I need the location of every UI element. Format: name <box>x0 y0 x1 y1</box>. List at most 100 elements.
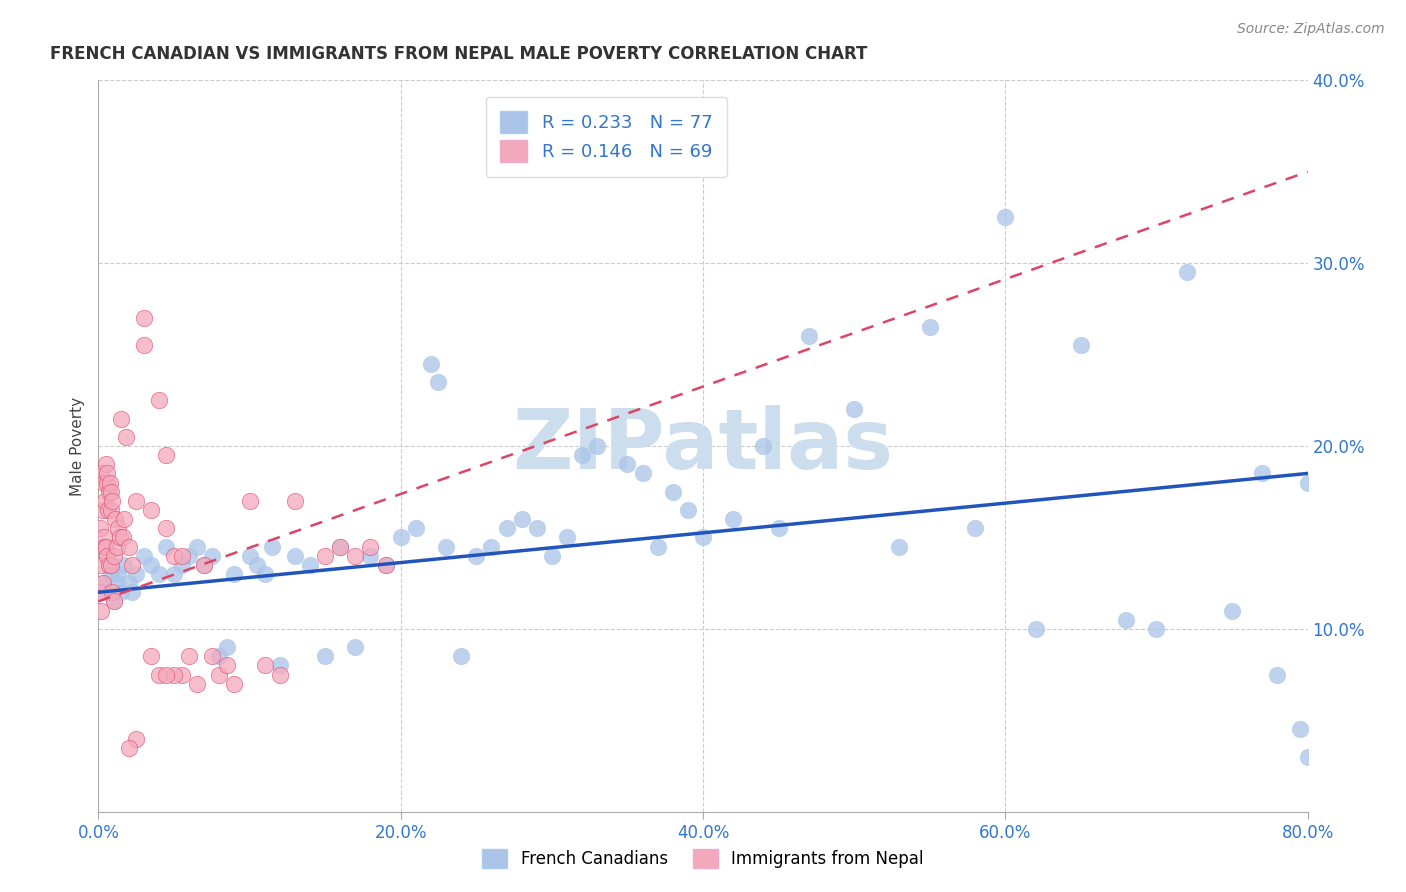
Point <box>141 503 163 517</box>
Point <box>148 567 170 582</box>
Point <box>132 338 155 352</box>
Point <box>844 402 866 417</box>
Point <box>994 211 1017 225</box>
Point <box>94 540 117 554</box>
Point <box>125 567 148 582</box>
Point <box>224 567 246 582</box>
Point <box>110 585 132 599</box>
Point <box>96 549 118 563</box>
Point <box>155 667 177 681</box>
Point <box>107 567 129 582</box>
Point <box>118 576 141 591</box>
Point <box>239 549 262 563</box>
Point <box>96 467 118 481</box>
Point <box>329 540 352 554</box>
Point <box>555 530 578 544</box>
Point <box>1289 723 1312 737</box>
Legend: R = 0.233   N = 77, R = 0.146   N = 69: R = 0.233 N = 77, R = 0.146 N = 69 <box>485 96 727 177</box>
Point <box>103 594 125 608</box>
Point <box>540 549 562 563</box>
Point <box>193 558 215 572</box>
Point <box>1296 475 1319 490</box>
Point <box>239 494 262 508</box>
Point <box>91 576 114 591</box>
Y-axis label: Male Poverty: Male Poverty <box>69 396 84 496</box>
Point <box>262 540 284 554</box>
Point <box>179 649 201 664</box>
Point <box>179 549 201 563</box>
Point <box>253 658 276 673</box>
Point <box>170 549 193 563</box>
Point <box>1024 622 1046 636</box>
Point <box>526 521 548 535</box>
Point <box>676 503 699 517</box>
Point <box>112 512 135 526</box>
Point <box>661 484 683 499</box>
Point <box>360 540 382 554</box>
Point <box>91 576 114 591</box>
Point <box>94 585 117 599</box>
Point <box>163 667 186 681</box>
Point <box>692 530 714 544</box>
Point <box>344 640 367 655</box>
Point <box>132 549 155 563</box>
Point <box>269 667 291 681</box>
Point <box>1296 749 1319 764</box>
Point <box>163 567 186 582</box>
Point <box>918 320 941 334</box>
Point <box>389 530 412 544</box>
Point <box>112 558 135 572</box>
Point <box>90 558 112 572</box>
Point <box>100 567 122 582</box>
Point <box>647 540 669 554</box>
Point <box>1146 622 1168 636</box>
Point <box>186 540 208 554</box>
Point <box>1115 613 1137 627</box>
Point <box>224 676 246 690</box>
Point <box>101 494 124 508</box>
Point <box>125 731 148 746</box>
Point <box>889 540 911 554</box>
Point <box>98 558 121 572</box>
Point <box>93 530 115 544</box>
Point <box>91 503 114 517</box>
Point <box>100 558 122 572</box>
Point <box>631 467 654 481</box>
Point <box>208 667 231 681</box>
Point <box>104 512 127 526</box>
Point <box>434 540 457 554</box>
Point <box>208 649 231 664</box>
Point <box>450 649 472 664</box>
Point <box>110 411 132 425</box>
Point <box>111 530 134 544</box>
Point <box>105 540 128 554</box>
Point <box>163 549 186 563</box>
Point <box>132 311 155 326</box>
Point <box>1070 338 1092 352</box>
Point <box>170 558 193 572</box>
Point <box>94 494 117 508</box>
Point <box>616 457 638 471</box>
Point <box>360 549 382 563</box>
Point <box>121 585 143 599</box>
Point <box>103 594 125 608</box>
Point <box>314 549 336 563</box>
Point <box>155 448 177 462</box>
Point <box>100 503 122 517</box>
Point <box>94 457 117 471</box>
Point <box>427 375 450 389</box>
Point <box>329 540 352 554</box>
Point <box>344 549 367 563</box>
Point <box>141 649 163 664</box>
Point <box>108 530 131 544</box>
Point <box>98 484 121 499</box>
Point <box>420 357 443 371</box>
Point <box>125 494 148 508</box>
Point <box>96 475 118 490</box>
Point <box>571 448 593 462</box>
Point <box>118 740 141 755</box>
Point <box>103 549 125 563</box>
Text: Source: ZipAtlas.com: Source: ZipAtlas.com <box>1237 22 1385 37</box>
Point <box>118 540 141 554</box>
Point <box>215 640 238 655</box>
